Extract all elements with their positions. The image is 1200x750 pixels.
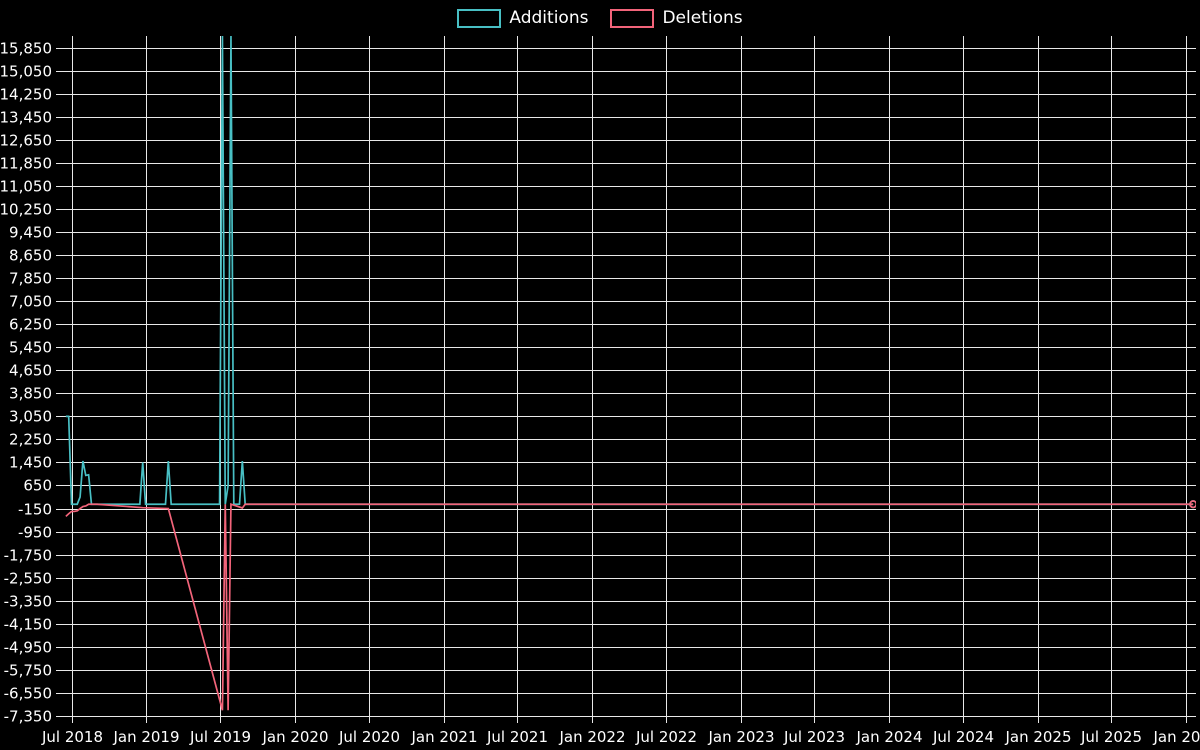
y-tick-label: 3,850 bbox=[9, 385, 52, 403]
x-tick-label: Jul 2024 bbox=[932, 728, 994, 746]
y-tick-label: -150 bbox=[18, 501, 52, 519]
y-tick-label: 15,050 bbox=[0, 63, 52, 81]
y-tick-label: 3,050 bbox=[9, 408, 52, 426]
y-tick-label: 12,650 bbox=[0, 132, 52, 150]
x-tick-label: Jul 2023 bbox=[783, 728, 845, 746]
y-tick-label: 2,250 bbox=[9, 431, 52, 449]
y-tick-label: -5,750 bbox=[4, 662, 52, 680]
y-tick-label: -4,950 bbox=[4, 639, 52, 657]
x-tick-label: Jan 2023 bbox=[707, 728, 774, 746]
x-tick-label: Jan 2025 bbox=[1004, 728, 1071, 746]
y-tick-label: 4,650 bbox=[9, 362, 52, 380]
y-tick-label: 15,850 bbox=[0, 40, 52, 58]
y-tick-label: 11,850 bbox=[0, 155, 52, 173]
x-tick-label: Jul 2019 bbox=[189, 728, 251, 746]
x-tick-label: Jan 2019 bbox=[112, 728, 179, 746]
x-tick-label: Jul 2018 bbox=[41, 728, 103, 746]
y-tick-label: -4,150 bbox=[4, 616, 52, 634]
y-tick-label: 7,850 bbox=[9, 270, 52, 288]
y-tick-label: 1,450 bbox=[9, 454, 52, 472]
y-tick-label: -2,550 bbox=[4, 570, 52, 588]
y-tick-label: -6,550 bbox=[4, 685, 52, 703]
x-tick-label: Jan 2024 bbox=[855, 728, 922, 746]
y-tick-label: -3,350 bbox=[4, 593, 52, 611]
y-tick-label: 8,650 bbox=[9, 247, 52, 265]
x-tick-label: Jan 2026 bbox=[1152, 728, 1200, 746]
x-tick-label: Jul 2020 bbox=[338, 728, 400, 746]
x-tick-label: Jan 2020 bbox=[261, 728, 328, 746]
y-tick-label: 11,050 bbox=[0, 178, 52, 196]
x-tick-label: Jul 2022 bbox=[635, 728, 697, 746]
y-tick-label: 650 bbox=[23, 477, 52, 495]
x-tick-label: Jan 2021 bbox=[410, 728, 477, 746]
y-tick-label: -950 bbox=[18, 524, 52, 542]
y-tick-label: 9,450 bbox=[9, 224, 52, 242]
y-axis-labels: -7,350 -6,550 -5,750 -4,950 -4,150 -3,350 -2,5… bbox=[0, 40, 52, 726]
x-axis-labels: Jul 2018 Jan 2019 Jul 2019 Jan 2020 Jul 2020… bbox=[41, 728, 1200, 746]
y-tick-label: 13,450 bbox=[0, 109, 52, 127]
y-tick-label: 5,450 bbox=[9, 339, 52, 357]
series-endpoint-marker-deletions bbox=[1189, 500, 1196, 509]
y-tick-label: 6,250 bbox=[9, 316, 52, 334]
series-line-deletions bbox=[65, 503, 1194, 711]
y-tick-label: 14,250 bbox=[0, 86, 52, 104]
gridlines bbox=[56, 36, 1196, 723]
y-tick-label: -7,350 bbox=[4, 708, 52, 726]
y-tick-label: 7,050 bbox=[9, 293, 52, 311]
y-tick-label: -1,750 bbox=[4, 547, 52, 565]
x-tick-label: Jan 2022 bbox=[558, 728, 625, 746]
data-series bbox=[65, 36, 1196, 711]
series-line-additions bbox=[65, 36, 1194, 506]
x-tick-label: Jul 2021 bbox=[486, 728, 548, 746]
x-tick-label: Jul 2025 bbox=[1080, 728, 1142, 746]
y-tick-label: 10,250 bbox=[0, 201, 52, 219]
